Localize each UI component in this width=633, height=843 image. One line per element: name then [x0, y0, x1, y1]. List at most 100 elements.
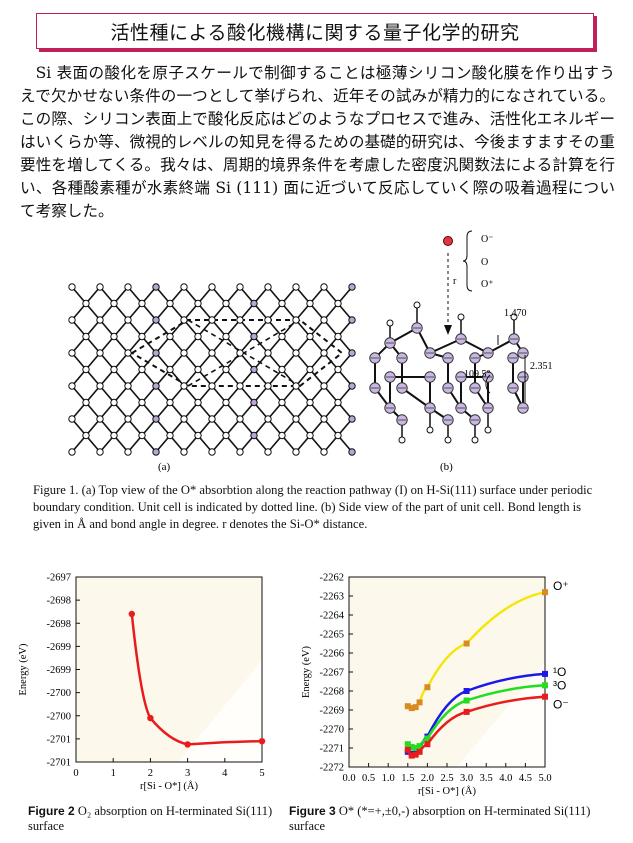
y-tick-label: -2262 — [320, 573, 345, 584]
figure-3-caption-text: O* (*=+,±0,-) absorption on H-terminated… — [289, 804, 591, 833]
series-label: ¹O — [553, 665, 566, 679]
angle-arc — [485, 374, 491, 394]
hydrogen-atom — [386, 319, 394, 327]
data-point — [184, 741, 191, 748]
data-point — [412, 704, 419, 711]
figure-2-caption: Figure 2 O₂ absorption on H-terminated S… — [28, 804, 278, 834]
data-point — [463, 688, 470, 694]
y-axis-label: Energy (eV) — [301, 646, 312, 698]
lattice-atom — [208, 448, 216, 456]
figure-3-caption-label: Figure 3 — [289, 804, 336, 818]
lattice-atom — [138, 365, 146, 374]
lattice-atom — [222, 299, 230, 308]
lattice-atom — [264, 415, 272, 423]
lattice-atom — [96, 283, 104, 291]
hydrogen-atom — [471, 436, 479, 444]
lattice-atom — [96, 448, 104, 456]
abstract: Si 表面の酸化を原子スケールで制御することは極薄シリコン酸化膜を作り出すうえで… — [20, 62, 615, 223]
lattice-atom — [166, 431, 174, 440]
lattice-atom — [348, 349, 356, 357]
lattice-atom — [348, 316, 356, 324]
hydrogen-atom — [484, 426, 492, 434]
bond-angle: 109.5° — [464, 369, 491, 380]
hydrogen-atom — [510, 313, 518, 321]
lattice-atom — [208, 349, 216, 357]
data-point — [424, 684, 431, 691]
lattice-atom — [222, 365, 230, 374]
y-tick-label: -2263 — [320, 592, 345, 603]
lattice-atom — [82, 365, 90, 374]
data-point — [463, 708, 470, 715]
species-label-o: O — [481, 257, 488, 268]
lattice-atom — [180, 349, 188, 357]
figure-2-caption-label: Figure 2 — [28, 804, 75, 818]
species-label-oplus: O⁺ — [481, 279, 494, 290]
r-label: r — [453, 276, 457, 287]
data-point — [412, 751, 419, 758]
data-point — [404, 746, 411, 753]
lattice-atom — [236, 283, 244, 291]
page-title: 活性種による酸化機構に関する量子化学的研究 — [110, 21, 520, 44]
lattice-atom — [348, 382, 356, 390]
x-tick-label: 4.0 — [499, 773, 512, 784]
x-tick-label: 0.0 — [342, 773, 355, 784]
y-tick-label: -2269 — [320, 706, 345, 717]
x-tick-label: 2.5 — [440, 773, 453, 784]
lattice-atom — [110, 431, 118, 440]
lattice-atom — [124, 349, 132, 357]
lattice-atom — [68, 316, 76, 324]
lattice-atom — [194, 398, 202, 407]
lattice-atom — [334, 398, 342, 407]
lattice-atom — [110, 332, 118, 341]
lattice-atom — [334, 299, 342, 308]
data-point — [463, 640, 470, 647]
lattice-atom — [278, 299, 286, 308]
lattice-atom — [292, 283, 300, 291]
lattice-atom — [180, 382, 188, 390]
x-tick-label: 0.5 — [362, 773, 375, 784]
lattice-atom — [96, 316, 104, 324]
data-point — [424, 741, 431, 748]
lattice-atom — [264, 283, 272, 291]
oxygen-atom — [443, 236, 453, 246]
data-point — [416, 699, 423, 706]
lattice-atom — [320, 316, 328, 324]
lattice-atom — [124, 415, 132, 423]
lattice-atom — [138, 332, 146, 341]
x-tick-label: 5.0 — [538, 773, 551, 784]
y-tick-label: -2701 — [47, 758, 72, 769]
y-tick-label: -2264 — [320, 611, 345, 622]
data-point — [416, 748, 423, 755]
data-point — [408, 705, 415, 712]
lattice-atom — [236, 382, 244, 390]
y-tick-label: -2267 — [320, 668, 345, 679]
y-tick-label: -2266 — [320, 649, 345, 660]
lattice-atom — [250, 398, 258, 407]
lattice-atom — [348, 415, 356, 423]
lattice-atom — [292, 415, 300, 423]
lattice-atom — [166, 365, 174, 374]
lattice-atom — [236, 349, 244, 357]
lattice-atom — [236, 448, 244, 456]
lattice-atom — [320, 448, 328, 456]
lattice-atom — [236, 316, 244, 324]
lattice-atom — [306, 398, 314, 407]
lattice-atom — [306, 365, 314, 374]
lattice-atom — [334, 332, 342, 341]
data-point — [412, 745, 419, 751]
lattice-atom — [264, 316, 272, 324]
side-bond — [401, 387, 431, 409]
lattice-atom — [68, 283, 76, 291]
y-tick-label: -2699 — [47, 665, 72, 676]
lattice-atom — [250, 431, 258, 440]
x-tick-label: 2 — [148, 768, 153, 779]
species-label-ominus: O⁻ — [481, 234, 494, 245]
lattice-atom — [180, 448, 188, 456]
figure-2-chart: -2697 -2698 -2698 -2699 -2699 -2700 -2700 -2701… — [18, 573, 266, 792]
lattice-atom — [292, 316, 300, 324]
figure-3-chart: -2262 -2263 -2264 -2265 -2266 -2267 -2268 -2269… — [301, 573, 569, 798]
lattice-atom — [348, 448, 356, 456]
data-point — [542, 670, 548, 677]
data-point — [404, 741, 411, 748]
y-tick-label: -2699 — [47, 642, 72, 653]
